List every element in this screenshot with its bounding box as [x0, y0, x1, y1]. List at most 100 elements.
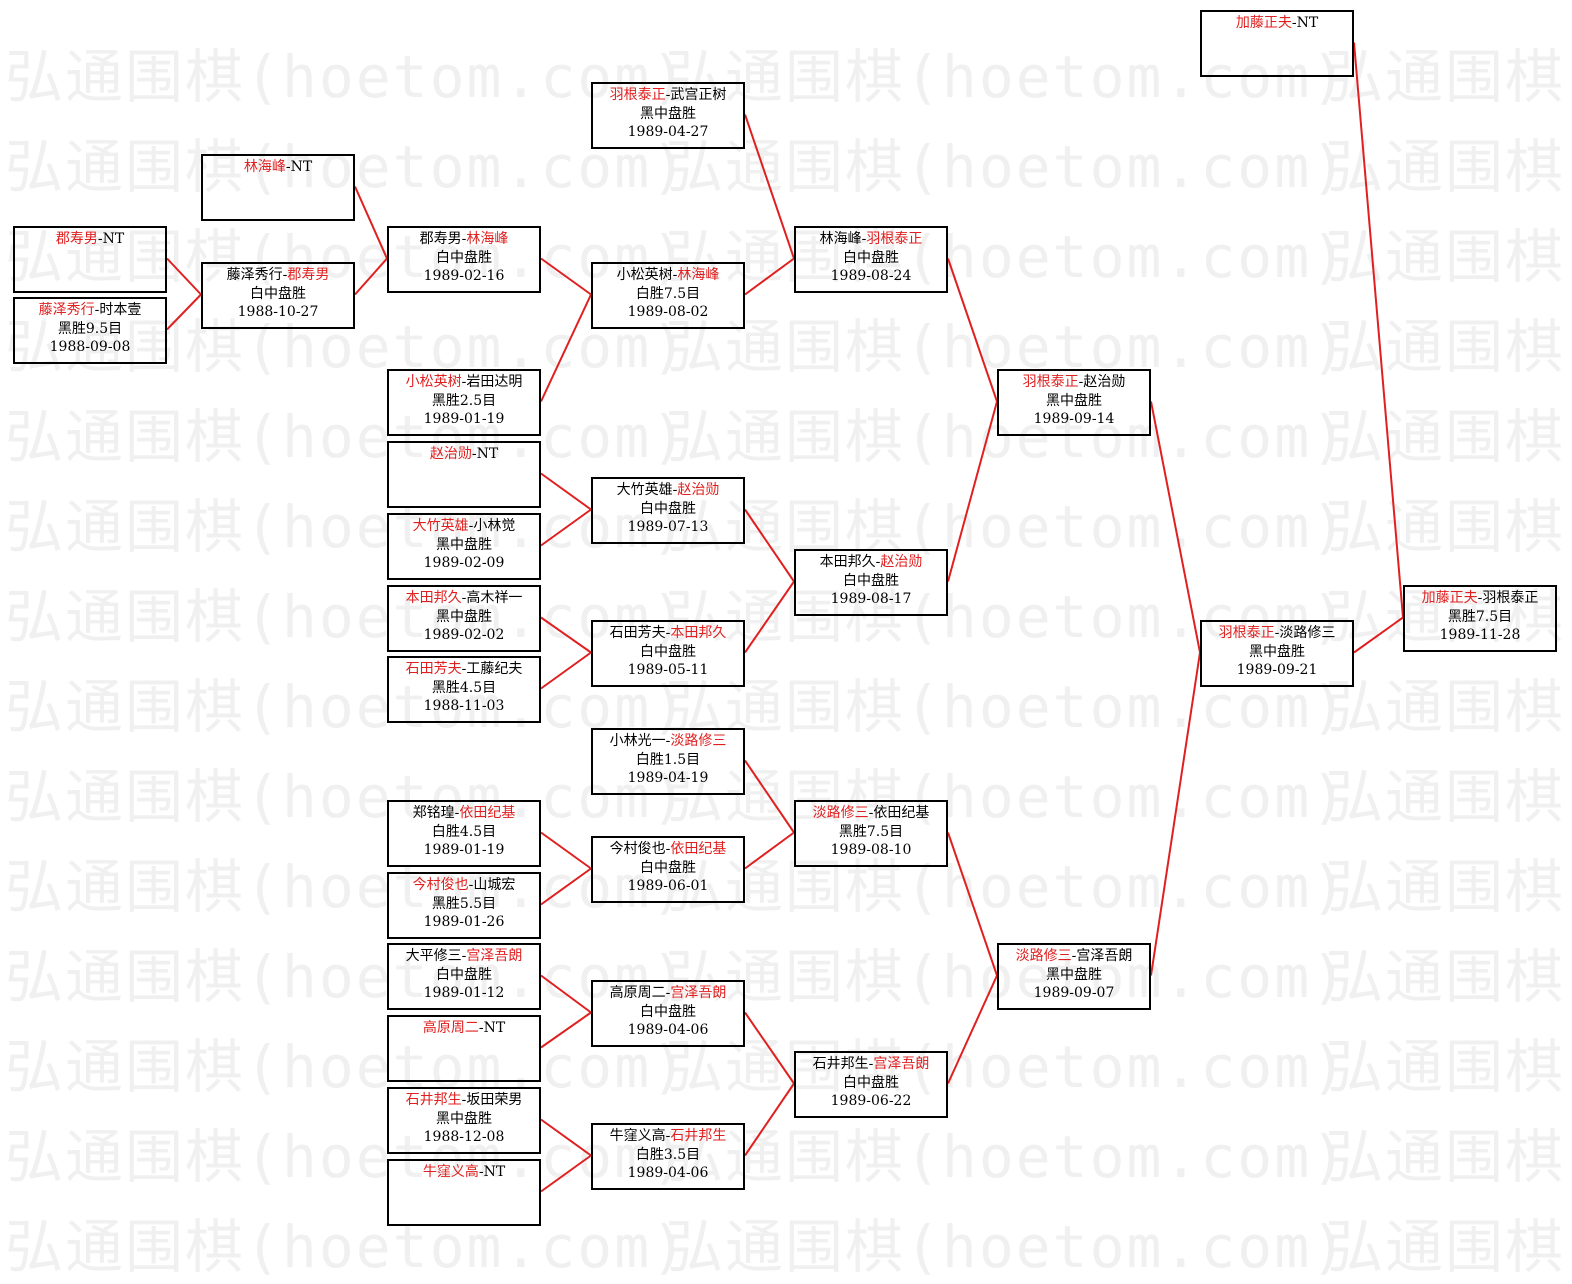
separator	[469, 877, 474, 893]
match-result: 黑中盘胜	[1046, 392, 1102, 409]
match-result: 黑胜5.5目	[431, 895, 497, 912]
watermark-text: 弘通围棋(hoetom.com)	[1325, 313, 1572, 381]
match-result: 黑中盘胜	[436, 1110, 492, 1127]
players-line: 藤泽秀行时本壹	[15, 301, 165, 320]
separator	[666, 625, 671, 641]
match-date: 1989-09-07	[1033, 985, 1115, 1001]
match-box: 淡路修三宫泽吾朗黑中盘胜 1989-09-07	[997, 943, 1151, 1010]
player-2: 赵治勋	[677, 482, 720, 498]
match-date: 1989-04-06	[627, 1022, 709, 1038]
separator	[283, 267, 288, 283]
connector-line	[540, 831, 592, 870]
match-date: 1989-01-19	[423, 411, 505, 427]
separator	[462, 374, 467, 390]
separator	[95, 302, 100, 318]
watermark-text: 弘通围棋(hoetom.com)	[1325, 583, 1572, 651]
match-result: 黑中盘胜	[436, 608, 492, 625]
player-2: 武宫正树	[670, 87, 727, 103]
player-2: 羽根泰正	[866, 231, 923, 247]
players-line: 赵治勋NT	[389, 445, 539, 464]
player-1: 小松英树	[616, 267, 673, 283]
match-box: 羽根泰正淡路修三黑中盘胜 1989-09-21	[1200, 620, 1354, 687]
player-2: 依田纪基	[670, 841, 727, 857]
player-2: 小林觉	[473, 518, 516, 534]
player-2: NT	[1296, 15, 1319, 31]
separator	[869, 1056, 874, 1072]
match-date: 1988-11-03	[423, 698, 505, 714]
player-1: 羽根泰正	[1218, 625, 1275, 641]
match-result: 白中盘胜	[640, 500, 696, 517]
connector-line	[947, 975, 998, 1084]
player-1: 淡路修三	[1015, 948, 1072, 964]
player-1: 小松英树	[405, 374, 462, 390]
match-box: 藤泽秀行时本壹黑胜9.5目 1988-09-08	[13, 297, 167, 364]
player-1: 淡路修三	[812, 805, 869, 821]
watermark-text: 弘通围棋(hoetom.com)	[1325, 853, 1572, 921]
players-line: 本田邦久赵治勋	[796, 553, 946, 572]
match-date: 1989-07-13	[627, 519, 709, 535]
player-1: 加藤正夫	[1421, 590, 1478, 606]
connector-line	[540, 294, 592, 402]
connector-line	[540, 867, 592, 906]
match-box: 大平修三宫泽吾朗白中盘胜 1989-01-12	[387, 943, 541, 1010]
player-1: 今村俊也	[412, 877, 469, 893]
players-line: 藤泽秀行郡寿男	[203, 266, 353, 285]
match-box: 牛窪义高NT	[387, 1159, 541, 1226]
match-date: 1989-11-28	[1439, 627, 1521, 643]
player-2: NT	[483, 1020, 506, 1036]
separator	[1292, 15, 1297, 31]
watermark-text: 弘通围棋(hoetom.com)	[665, 223, 1349, 291]
match-date: 1989-01-19	[423, 842, 505, 858]
match-result: 白胜1.5目	[635, 751, 701, 768]
separator	[455, 805, 460, 821]
match-result: 白胜3.5目	[635, 1146, 701, 1163]
connector-line	[354, 257, 388, 296]
match-box: 赵治勋NT	[387, 441, 541, 508]
match-date: 1989-09-21	[1236, 662, 1318, 678]
player-2: 宫泽吾朗	[670, 985, 727, 1001]
watermark-text: 弘通围棋(hoetom.com)	[5, 763, 689, 831]
player-1: 大竹英雄	[616, 482, 673, 498]
players-line: 加藤正夫羽根泰正	[1405, 589, 1555, 608]
match-box: 淡路修三依田纪基黑胜7.5目 1989-08-10	[794, 800, 948, 867]
player-1: 郡寿男	[419, 231, 462, 247]
player-2: 宫泽吾朗	[466, 948, 523, 964]
watermark-text: 弘通围棋(hoetom.com)	[665, 763, 1349, 831]
watermark-text: 弘通围棋(hoetom.com)	[5, 1123, 689, 1191]
match-box: 石井邦生宫泽吾朗白中盘胜 1989-06-22	[794, 1051, 948, 1118]
player-1: 本田邦久	[819, 554, 876, 570]
match-result: 白中盘胜	[436, 966, 492, 983]
separator	[666, 733, 671, 749]
watermark-text: 弘通围棋(hoetom.com)	[5, 223, 689, 291]
match-date: 1989-01-26	[423, 914, 505, 930]
players-line: 淡路修三宫泽吾朗	[999, 947, 1149, 966]
player-2: 宫泽吾朗	[1076, 948, 1133, 964]
player-2: 依田纪基	[459, 805, 516, 821]
connector-line	[744, 1082, 795, 1157]
match-box: 石井邦生坂田荣男黑中盘胜 1988-12-08	[387, 1087, 541, 1154]
players-line: 高原周二NT	[389, 1019, 539, 1038]
separator	[479, 1020, 484, 1036]
match-date: 1988-10-27	[237, 304, 319, 320]
players-line: 林海峰NT	[203, 158, 353, 177]
match-date: 1989-08-02	[627, 304, 709, 320]
watermark-text: 弘通围棋(hoetom.com)	[665, 403, 1349, 471]
separator	[1072, 948, 1077, 964]
player-2: 赵治勋	[880, 554, 923, 570]
match-date: 1989-04-19	[627, 770, 709, 786]
player-2: 赵治勋	[1083, 374, 1126, 390]
connector-line	[744, 257, 795, 296]
separator	[469, 518, 474, 534]
player-1: 郑铭瑝	[412, 805, 455, 821]
watermark-text: 弘通围棋(hoetom.com)	[665, 43, 1349, 111]
match-result: 黑胜7.5目	[838, 823, 904, 840]
players-line: 牛窪义高石井邦生	[593, 1127, 743, 1146]
separator	[98, 231, 103, 247]
separator	[673, 482, 678, 498]
separator	[479, 1164, 484, 1180]
watermark-text: 弘通围棋(hoetom.com)	[5, 1033, 689, 1101]
player-1: 羽根泰正	[1022, 374, 1079, 390]
watermark-text: 弘通围棋(hoetom.com)	[5, 853, 689, 921]
player-2: NT	[483, 1164, 506, 1180]
player-1: 高原周二	[422, 1020, 479, 1036]
